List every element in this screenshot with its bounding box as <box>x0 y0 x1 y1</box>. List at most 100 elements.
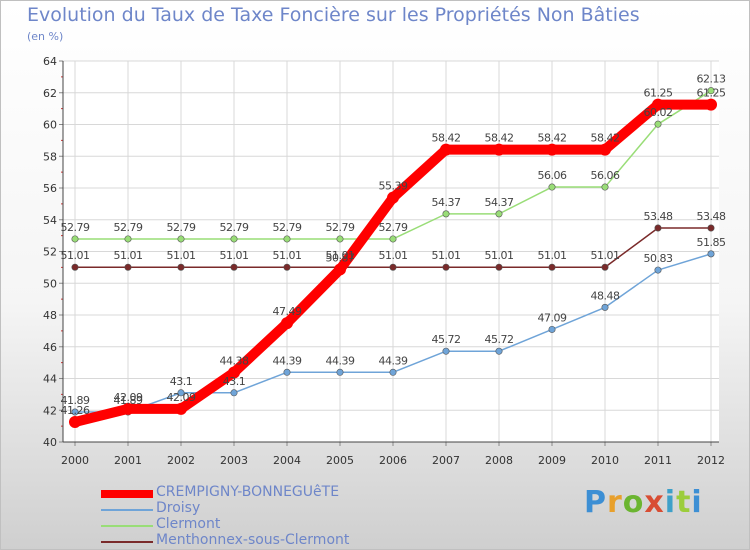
data-label-3: 51.01 <box>485 249 514 262</box>
brand-letter: t <box>676 485 692 520</box>
unit-label: (en %) <box>27 30 64 43</box>
x-tick-label: 2009 <box>538 454 566 467</box>
x-tick-label: 2001 <box>114 454 142 467</box>
data-point-2 <box>230 235 238 243</box>
x-tick-label: 2008 <box>485 454 513 467</box>
data-point-0 <box>69 415 81 428</box>
data-label-0: 58.42 <box>538 132 567 145</box>
data-point-2 <box>336 235 344 243</box>
data-point-3 <box>124 263 132 271</box>
legend-item: Droisy <box>101 500 421 518</box>
data-point-3 <box>707 224 715 232</box>
data-label-0: 42.09 <box>114 391 143 404</box>
data-label-2: 56.06 <box>591 169 620 182</box>
proxiti-logo: Proxiti <box>584 485 703 520</box>
legend: CREMPIGNY-BONNEGUêTE Droisy Clermont Mentho… <box>101 484 421 549</box>
data-label-0: 41.26 <box>61 404 90 417</box>
data-label-2: 60.02 <box>644 106 673 119</box>
data-label-0: 47.49 <box>273 305 302 318</box>
y-tick-label: 60 <box>43 119 57 132</box>
data-label-1: 51.85 <box>697 236 726 249</box>
data-label-1: 45.72 <box>432 333 461 346</box>
y-tick-label: 58 <box>43 150 57 163</box>
data-point-3 <box>71 263 79 271</box>
data-point-0 <box>705 98 717 111</box>
data-point-3 <box>548 263 556 271</box>
data-point-3 <box>230 263 238 271</box>
data-label-1: 41.89 <box>114 394 143 407</box>
data-point-1 <box>389 368 397 376</box>
data-label-1: 41.89 <box>61 394 90 407</box>
data-label-2: 56.06 <box>538 169 567 182</box>
data-label-0: 58.42 <box>591 132 620 145</box>
data-label-1: 43.1 <box>170 375 193 388</box>
data-label-3: 51.01 <box>379 249 408 262</box>
data-label-0: 58.42 <box>485 132 514 145</box>
data-label-3: 53.48 <box>697 210 726 223</box>
x-tick-label: 2002 <box>167 454 195 467</box>
x-tick-label: 2012 <box>697 454 725 467</box>
data-label-1: 50.83 <box>644 252 673 265</box>
data-point-3 <box>389 263 397 271</box>
y-tick-label: 56 <box>43 182 57 195</box>
data-label-2: 52.79 <box>167 221 196 234</box>
data-point-2 <box>601 183 609 191</box>
data-point-2 <box>654 120 662 128</box>
data-point-2 <box>495 210 503 218</box>
data-point-0 <box>599 143 611 156</box>
data-label-0: 58.42 <box>432 132 461 145</box>
data-label-0: 50.87 <box>326 251 355 264</box>
data-label-3: 51.01 <box>591 249 620 262</box>
data-point-1 <box>548 325 556 333</box>
data-label-3: 51.01 <box>538 249 567 262</box>
data-point-0 <box>175 402 187 415</box>
data-label-0: 42.09 <box>167 391 196 404</box>
data-point-1 <box>654 266 662 274</box>
data-label-2: 62.13 <box>697 73 726 86</box>
data-point-3 <box>283 263 291 271</box>
brand-letter: i <box>691 485 703 520</box>
x-tick-label: 2005 <box>326 454 354 467</box>
data-point-3 <box>177 263 185 271</box>
data-point-0 <box>546 143 558 156</box>
x-tick-label: 2004 <box>273 454 301 467</box>
brand-letter: x <box>644 485 665 520</box>
data-point-2 <box>283 235 291 243</box>
x-tick-label: 2011 <box>644 454 672 467</box>
data-label-1: 47.09 <box>538 311 567 324</box>
data-label-2: 52.79 <box>379 221 408 234</box>
legend-swatch <box>101 541 153 543</box>
data-point-1 <box>177 389 185 397</box>
x-tick-label: 2006 <box>379 454 407 467</box>
legend-label: Menthonnex-sous-Clermont <box>156 532 350 548</box>
legend-swatch <box>101 509 153 511</box>
data-label-2: 54.37 <box>432 196 461 209</box>
data-point-1 <box>71 408 79 416</box>
y-tick-label: 44 <box>43 373 57 386</box>
data-point-1 <box>283 368 291 376</box>
data-label-2: 54.37 <box>485 196 514 209</box>
data-point-1 <box>495 347 503 355</box>
x-tick-label: 2007 <box>432 454 460 467</box>
data-point-0 <box>122 402 134 415</box>
data-point-3 <box>654 224 662 232</box>
data-point-1 <box>707 250 715 258</box>
data-label-3: 51.01 <box>273 249 302 262</box>
data-label-2: 52.79 <box>220 221 249 234</box>
data-label-2: 52.79 <box>326 221 355 234</box>
data-label-1: 44.39 <box>326 354 355 367</box>
y-tick-label: 52 <box>43 246 57 259</box>
data-label-3: 53.48 <box>644 210 673 223</box>
legend-label: Droisy <box>156 500 201 516</box>
data-point-0 <box>440 143 452 156</box>
legend-swatch <box>101 525 153 527</box>
data-point-0 <box>652 98 664 111</box>
data-label-0: 44.38 <box>220 354 249 367</box>
y-tick-label: 62 <box>43 87 57 100</box>
data-point-2 <box>442 210 450 218</box>
x-tick-label: 2000 <box>61 454 89 467</box>
y-tick-label: 64 <box>43 55 57 68</box>
data-point-2 <box>71 235 79 243</box>
